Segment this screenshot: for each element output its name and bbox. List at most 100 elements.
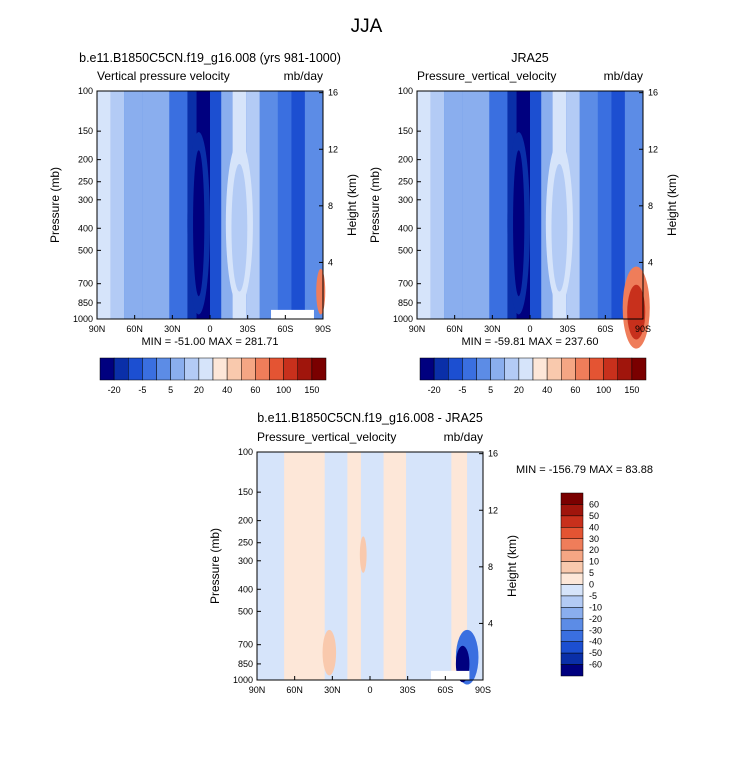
colorbar-cell — [560, 504, 584, 517]
figure-title: JJA — [350, 16, 383, 37]
x-tick-label: 30N — [324, 685, 341, 695]
x-tick-label: 90N — [249, 685, 266, 695]
colorbar-label: 5 — [488, 385, 493, 395]
y-tick-label: 850 — [238, 659, 253, 669]
colorbar-cell — [297, 357, 313, 381]
x-tick-label: 60N — [446, 324, 463, 334]
colorbar-label: 40 — [222, 385, 232, 395]
y-tick-label: 850 — [398, 298, 413, 308]
colorbar-label: 5 — [589, 568, 594, 578]
y-tick-label: 250 — [78, 177, 93, 187]
field-band — [110, 91, 125, 319]
field-missing — [271, 309, 314, 319]
colorbar-cell — [560, 641, 584, 654]
chart-panel-2 — [416, 90, 650, 381]
y-tick-label: 300 — [78, 195, 93, 205]
y-tick-label: 700 — [78, 279, 93, 289]
y-tick-label: 1000 — [393, 314, 413, 324]
min-max-label: MIN = -59.81 MAX = 237.60 — [462, 336, 599, 348]
field-band — [360, 452, 384, 680]
y-right-tick-label: 4 — [328, 257, 333, 267]
colorbar-label: -20 — [428, 385, 441, 395]
field-polar — [627, 284, 646, 340]
field-band — [124, 91, 143, 319]
colorbar-cell — [212, 357, 228, 381]
x-tick-label: 60N — [286, 685, 303, 695]
field-band — [383, 452, 407, 680]
y-tick-label: 100 — [238, 447, 253, 457]
y-right-tick-label: 12 — [648, 144, 658, 154]
variable-label: Pressure_vertical_velocity — [257, 430, 396, 444]
colorbar-cell — [589, 357, 604, 381]
x-tick-label: 90S — [635, 324, 651, 334]
field-band — [624, 91, 643, 319]
units-label: mb/day — [284, 69, 323, 83]
colorbar-cell — [575, 357, 590, 381]
x-tick-label: 60S — [277, 324, 293, 334]
y-right-axis-label: Height (km) — [665, 174, 679, 236]
colorbar-label: 20 — [194, 385, 204, 395]
colorbar-cell — [560, 561, 584, 574]
colorbar-cell — [241, 357, 256, 381]
y-tick-label: 200 — [398, 155, 413, 165]
colorbar-cell — [269, 357, 284, 381]
colorbar-cell — [283, 357, 298, 381]
y-tick-label: 150 — [78, 126, 93, 136]
colorbar-label: 30 — [589, 534, 599, 544]
x-tick-label: 90S — [315, 324, 331, 334]
y-tick-label: 850 — [78, 298, 93, 308]
field-band — [257, 452, 285, 680]
colorbar-label: -60 — [589, 660, 602, 670]
x-tick-label: 90N — [89, 324, 106, 334]
variable-label: Pressure_vertical_velocity — [417, 69, 556, 83]
colorbar-cell — [560, 538, 584, 551]
x-tick-label: 30N — [484, 324, 501, 334]
colorbar-label: -20 — [108, 385, 121, 395]
field-core — [513, 150, 525, 297]
x-tick-label: 60S — [597, 324, 613, 334]
colorbar-label: -5 — [458, 385, 466, 395]
y-axis-label: Pressure (mb) — [48, 167, 62, 243]
field-band — [324, 452, 348, 680]
y-right-tick-label: 16 — [488, 449, 498, 459]
colorbar-label: -50 — [589, 648, 602, 658]
colorbar-label: 20 — [514, 385, 524, 395]
y-right-tick-label: 4 — [488, 618, 493, 628]
min-max-label: MIN = -51.00 MAX = 281.71 — [142, 336, 279, 348]
colorbar-cell — [156, 357, 171, 381]
colorbar-label: -10 — [589, 602, 602, 612]
colorbar-cell — [490, 357, 505, 381]
colorbar-label: 5 — [168, 385, 173, 395]
colorbar-cell — [198, 357, 214, 381]
field-band — [611, 91, 625, 319]
colorbar-cell — [560, 652, 584, 665]
colorbar-label: 0 — [589, 580, 594, 590]
field-band — [430, 91, 445, 319]
colorbar-cell — [560, 492, 584, 505]
y-tick-label: 300 — [398, 195, 413, 205]
y-tick-label: 300 — [238, 556, 253, 566]
colorbar-label: 50 — [589, 511, 599, 521]
y-tick-label: 400 — [78, 223, 93, 233]
colorbar-cell — [462, 357, 477, 381]
colorbar-cell — [561, 357, 576, 381]
y-tick-label: 100 — [398, 86, 413, 96]
x-tick-label: 30N — [164, 324, 181, 334]
field-polar — [316, 268, 326, 315]
field-band — [417, 91, 431, 319]
colorbar-label: 60 — [570, 385, 580, 395]
y-right-tick-label: 8 — [488, 562, 493, 572]
field-band — [597, 91, 612, 319]
colorbar-cell — [631, 357, 647, 381]
x-tick-label: 90N — [409, 324, 426, 334]
y-tick-label: 400 — [398, 223, 413, 233]
colorbar-cell — [113, 357, 129, 381]
min-max-label: MIN = -156.79 MAX = 83.88 — [516, 464, 653, 476]
y-tick-label: 700 — [398, 279, 413, 289]
colorbar-label: -5 — [589, 591, 597, 601]
y-tick-label: 150 — [238, 487, 253, 497]
y-tick-label: 100 — [78, 86, 93, 96]
colorbar-label: 100 — [276, 385, 291, 395]
field-band — [451, 452, 468, 680]
colorbar-label: 40 — [589, 522, 599, 532]
